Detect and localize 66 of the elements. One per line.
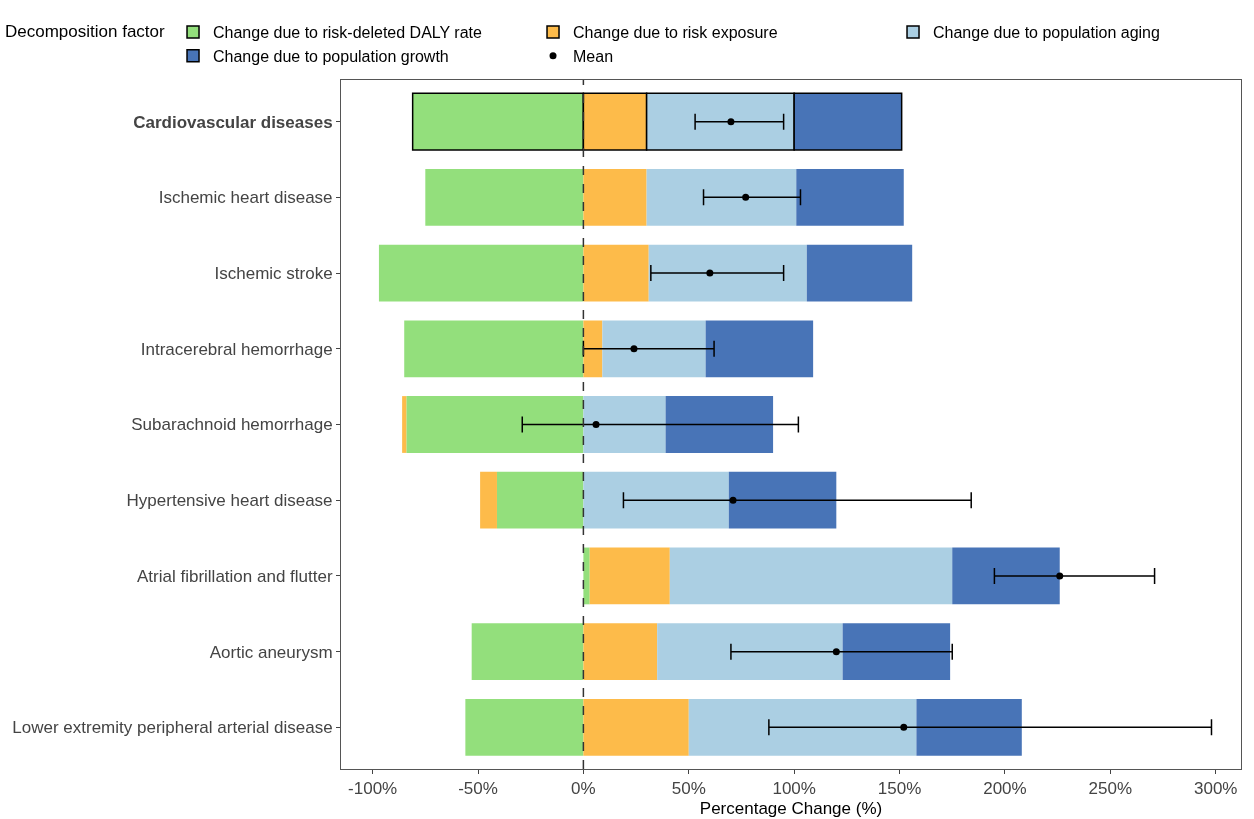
bar [669,547,953,605]
bar [425,168,584,226]
bar [404,320,584,378]
bar [688,698,917,756]
bar [602,320,706,378]
y-tick-label: Atrial fibrillation and flutter [137,566,333,586]
x-tick-label: 0% [571,779,596,799]
bar [665,396,774,453]
x-tick-label: 250% [1088,779,1133,799]
bar [952,547,1060,605]
bar [465,698,584,756]
legend-title: Decomposition factor [5,22,166,42]
bar [646,168,797,226]
legend-label: Mean [573,48,614,66]
x-tick-label: 50% [671,779,706,799]
x-tick-label: -100% [348,779,398,799]
point [832,648,840,656]
bar [657,623,843,681]
bar [583,396,666,453]
bar [583,471,729,529]
legend-label: Change due to population growth [213,48,449,66]
bar [842,623,951,681]
bar [806,244,913,302]
bar [583,698,689,756]
point [900,723,908,731]
bar [583,244,649,302]
point [729,496,737,504]
bar [648,244,807,302]
bar [583,320,603,378]
point [742,193,750,201]
legend-label: Change due to risk-deleted DALY rate [213,24,483,42]
x-tick-label: 150% [877,779,922,799]
point [706,269,714,277]
point [592,421,600,428]
bar [728,471,837,529]
legend-label: Change due to population aging [933,24,1160,42]
bar [471,623,584,681]
y-tick-label: Aortic aneurysm [209,642,333,662]
y-tick-label: Cardiovascular diseases [133,112,333,132]
x-tick-label: 200% [983,779,1027,799]
bar [583,168,647,226]
bar [583,547,590,605]
legend-label: Change due to risk exposure [573,24,778,42]
bar [796,168,904,226]
y-tick-label: Intracerebral hemorrhage [140,339,333,359]
y-tick-label: Ischemic heart disease [158,188,333,208]
bar [406,396,584,453]
bar [480,471,497,529]
bar [402,396,407,453]
point [727,118,735,126]
bar [583,623,658,681]
y-tick-label: Lower extremity peripheral arterial disease [12,718,333,738]
bar [705,320,814,378]
bar [589,547,670,605]
x-tick-label: 100% [772,779,816,799]
y-tick-label: Subarachnoid hemorrhage [131,415,333,435]
x-tick-label: 300% [1193,779,1238,799]
bar [916,698,1022,756]
bar [378,244,584,302]
point [630,345,638,353]
x-axis-title: Percentage Change (%) [699,798,883,818]
y-tick-label: Ischemic stroke [214,264,333,284]
bar [496,471,584,529]
point [1056,572,1064,580]
x-tick-label: -50% [458,779,498,799]
y-tick-label: Hypertensive heart disease [126,491,333,511]
